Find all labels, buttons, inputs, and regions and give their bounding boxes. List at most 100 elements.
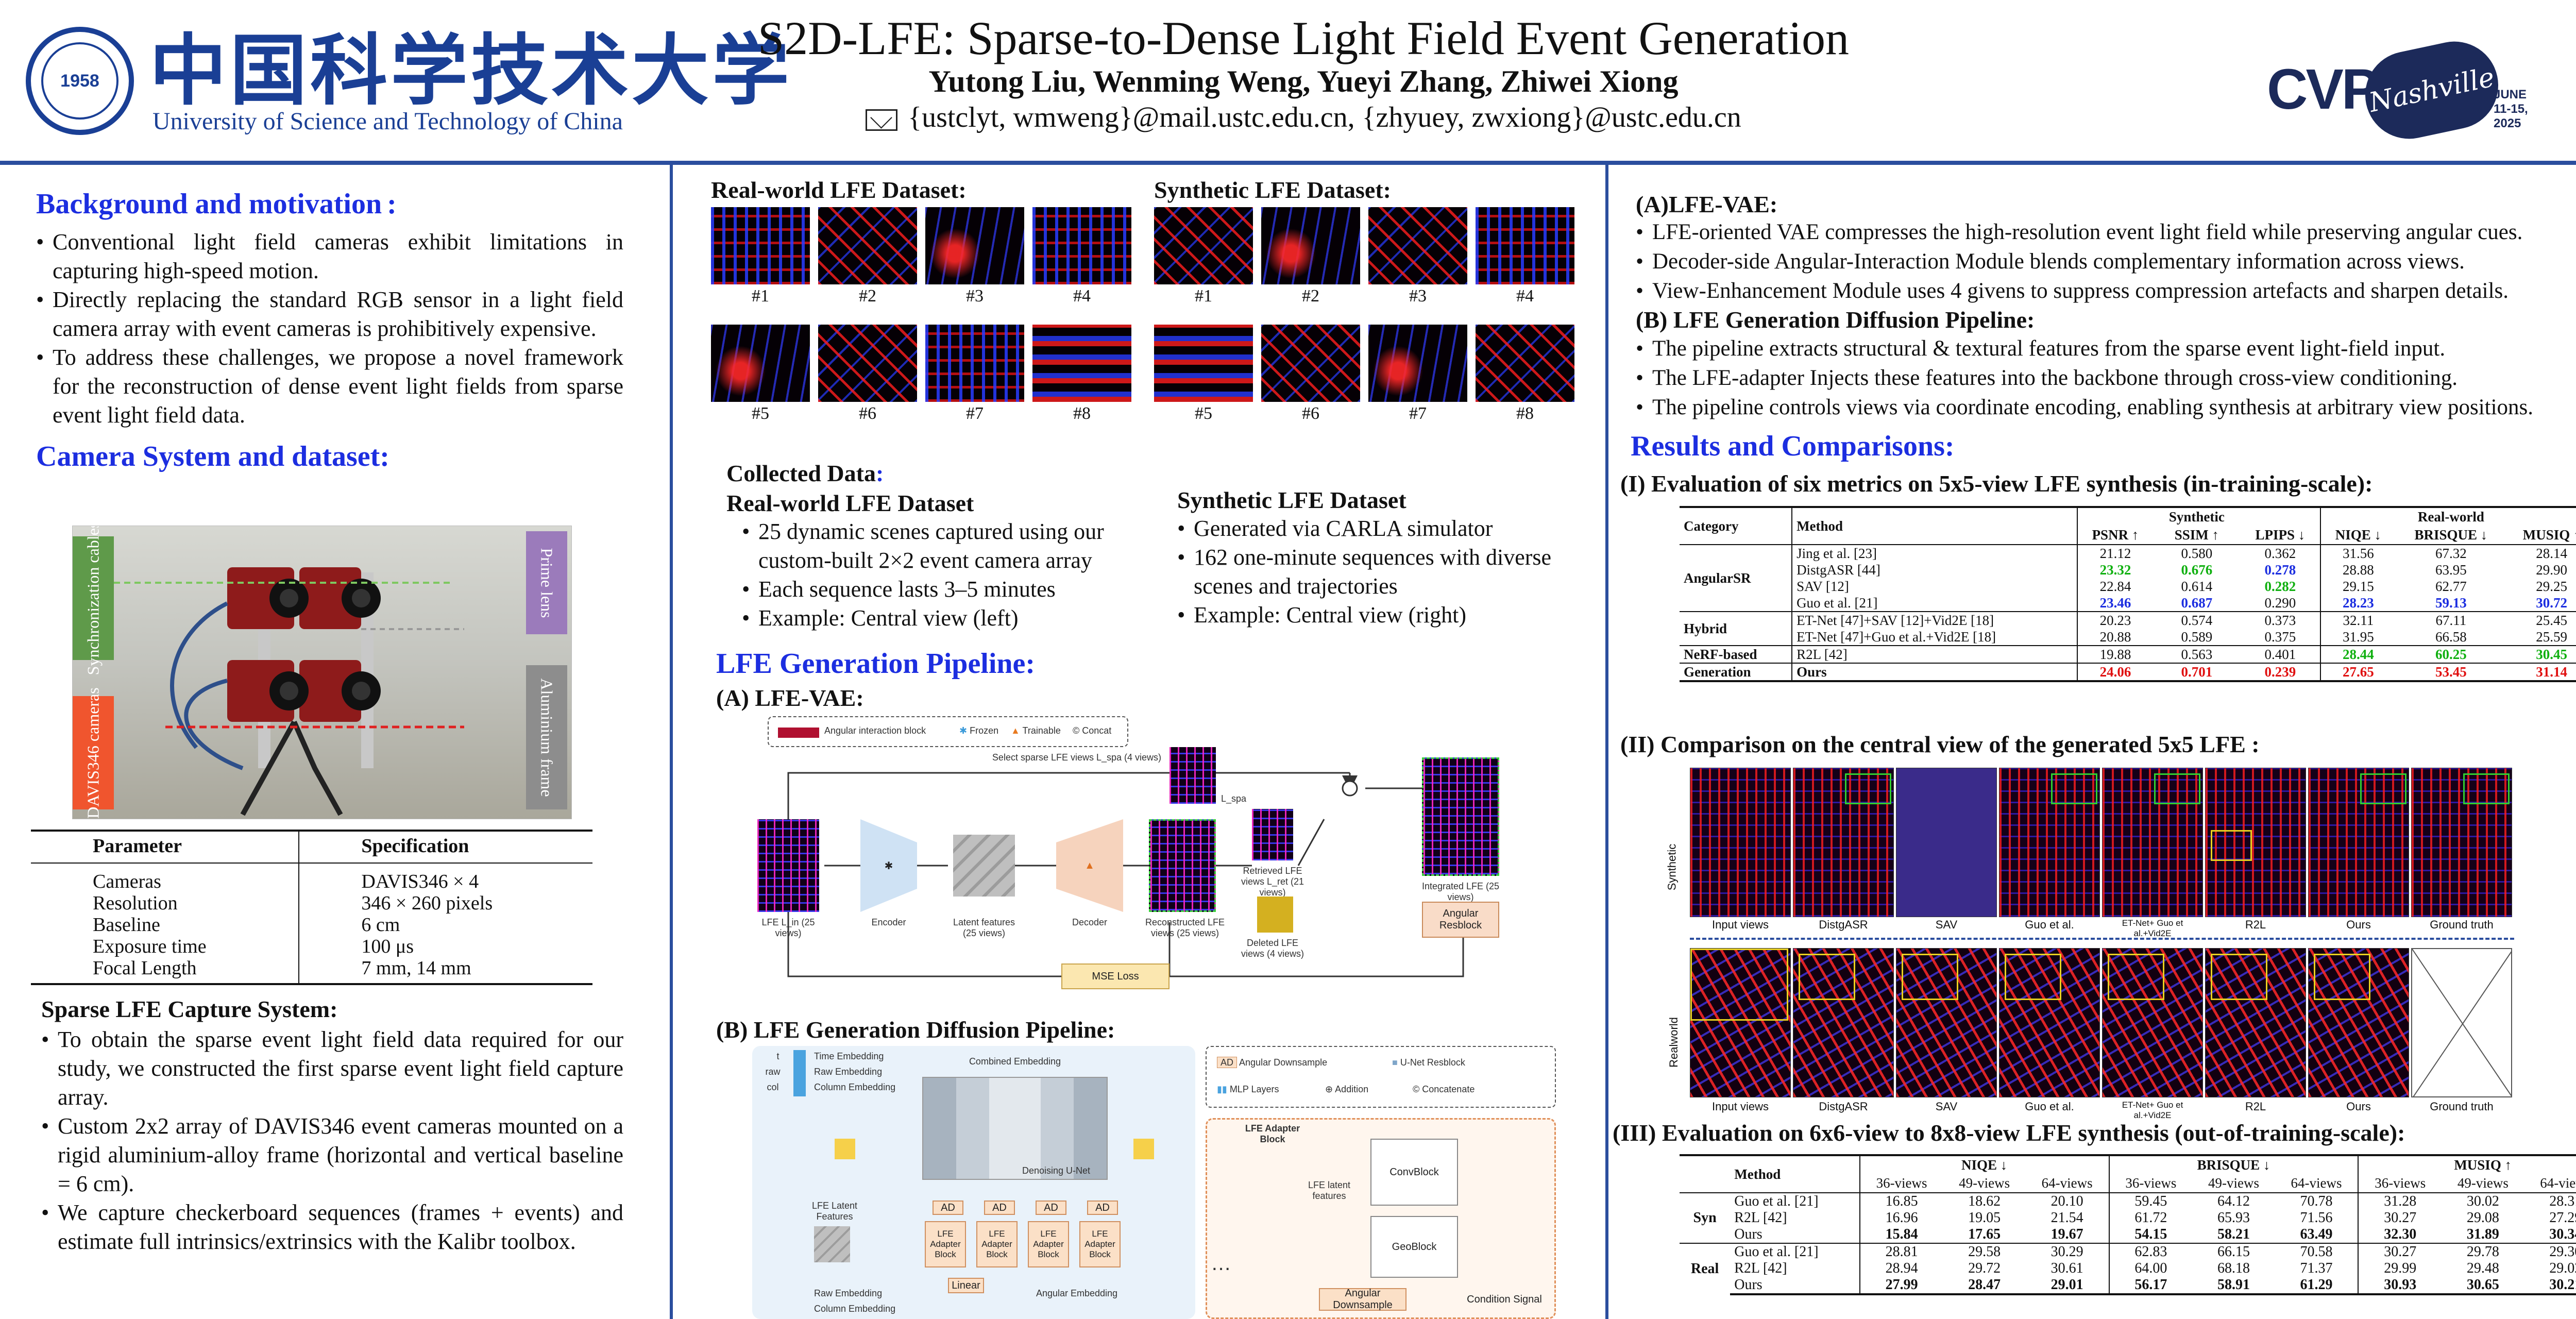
poster-emails: {ustclyt, wmweng}@mail.ustc.edu.cn, {zhy… (567, 101, 2040, 134)
thumb-label: #2 (1302, 286, 1319, 306)
syn-thumb-4 (1476, 207, 1574, 284)
thumb-label: #3 (1409, 286, 1427, 306)
column-emb-label: Column Embedding (814, 1082, 896, 1092)
thumb-label: #1 (1195, 286, 1212, 306)
thumb-label: #1 (752, 286, 769, 306)
real-thumb-3 (925, 207, 1024, 284)
lfe-latent-label: LFE latent features (1308, 1180, 1351, 1201)
vis-label: Input views (1711, 918, 1769, 931)
figure2-title: (II) Comparison on the central view of t… (1620, 731, 2260, 757)
legend-add: ⊕ Addition (1325, 1084, 1369, 1094)
real-sav (1896, 948, 1997, 1097)
condition-signal: Condition Signal (1467, 1293, 1542, 1305)
table3-title: (III) Evaluation on 6x6-view to 8x8-view… (1613, 1120, 2405, 1146)
thumb-label: #5 (1195, 404, 1212, 423)
vis-label: ET-Net+ Guo et al.+Vid2E (2122, 1100, 2183, 1120)
thumb-label: #5 (752, 404, 769, 423)
retrieved-label: Retrieved LFE views L_ret (21 views) (1241, 866, 1304, 898)
poster-header: 1958 中国科学技术大学 University of Science and … (0, 0, 2576, 165)
table-row: Guo et al. [21] 23.46 0.687 0.290 28.23 59.… (1680, 595, 2576, 612)
thumb-label: #7 (966, 404, 984, 423)
list-item: The pipeline extracts structural & textu… (1636, 334, 2576, 363)
latent-cube (814, 1226, 850, 1262)
noisy-latent-in (835, 1139, 855, 1159)
list-item: 25 dynamic scenes captured using our cus… (742, 517, 1133, 575)
row-separator (1690, 938, 2514, 940)
poster-title: S2D-LFE: Sparse-to-Dense Light Field Eve… (757, 12, 1850, 64)
list-item: 162 one-minute sequences with diverse sc… (1177, 543, 1579, 601)
table-header: Specification (298, 830, 592, 864)
sparse-views-img (1170, 747, 1216, 804)
syn-data-list: Generated via CARLA simulator 162 one-mi… (1177, 514, 1579, 630)
table-row: Cameras DAVIS346 × 4 (31, 863, 592, 892)
table-row: NeRF-based R2L [42] 19.88 0.563 0.401 28.4… (1680, 645, 2576, 663)
latent-features-cube (953, 835, 1015, 897)
denoised-latent-out (1133, 1139, 1154, 1159)
legend-label: Angular interaction block (824, 725, 926, 736)
real-dataset-title: Real-world LFE Dataset: (711, 177, 967, 203)
syn-guo (1999, 768, 2100, 917)
vis-label: DistgASR (1819, 1100, 1868, 1113)
decoder-label: Decoder (1072, 917, 1108, 927)
cvpr-dates: JUNE 11-15, 2025 (2494, 88, 2528, 130)
list-item: LFE-oriented VAE compresses the high-res… (1636, 217, 2576, 247)
vis-label: SAV (1935, 1100, 1958, 1113)
list-item: The pipeline controls views via coordina… (1636, 393, 2576, 422)
real-etnet (2102, 948, 2203, 1097)
vis-label: Ground truth (2430, 1100, 2494, 1113)
davis-cameras-tag: DAVIS346 cameras (73, 687, 114, 818)
thumb-label: #4 (1516, 286, 1534, 306)
table-group-header: Real-world (2395, 506, 2507, 526)
table-group-header: Synthetic (2153, 506, 2241, 526)
collected-title: Collected Data: (726, 460, 884, 486)
combined-emb-label: Combined Embedding (969, 1056, 1061, 1067)
list-item: Example: Central view (left) (742, 604, 1133, 633)
ad-block: AD (1087, 1200, 1118, 1215)
table-header: MUSIQ ↑ (2506, 526, 2576, 545)
conv-block: ConvBlock (1370, 1139, 1458, 1206)
table-header: 64-views (2275, 1174, 2359, 1193)
table-group-header: MUSIQ ↑ (2358, 1154, 2576, 1174)
list-item: Generated via CARLA simulator (1177, 514, 1579, 543)
table-row: SAV [12] 22.84 0.614 0.282 29.15 62.77 29.25 (1680, 578, 2576, 595)
aib-swatch (778, 728, 819, 738)
table-header: 36-views (2358, 1174, 2442, 1193)
table-header: 49-views (1943, 1174, 2026, 1193)
table-header: Method (1730, 1154, 1860, 1193)
vis-label: Ours (2346, 918, 2371, 931)
l-spa-label: L_spa (1221, 793, 1247, 804)
real-ours (2308, 948, 2409, 1097)
table-row: Baseline 6 cm (31, 914, 592, 936)
vis-label: R2L (2245, 1100, 2266, 1113)
table-header: 36-views (2108, 1174, 2193, 1193)
raw-emb-label: Raw Embedding (814, 1067, 883, 1077)
real-thumb-4 (1032, 207, 1131, 284)
syn-distgasr (1793, 768, 1894, 917)
list-item: Each sequence lasts 3–5 minutes (742, 575, 1133, 604)
real-guo (1999, 948, 2100, 1097)
table-header: 49-views (2192, 1174, 2275, 1193)
vae-diagram: Angular interaction block ✱ Frozen ▲ Tra… (757, 716, 1561, 1010)
vis-label: Input views (1711, 1100, 1769, 1113)
retrieved-views-img (1252, 809, 1293, 860)
angular-resblock: Angular Resblock (1422, 902, 1499, 938)
ellipsis: … (1211, 1252, 1231, 1275)
table-row: Hybrid ET-Net [47]+SAV [12]+Vid2E [18] 2… (1680, 611, 2576, 646)
background-title: Background and motivation: (36, 188, 397, 220)
vis-label: Guo et al. (2025, 918, 2074, 931)
syn-etnet (2102, 768, 2203, 917)
syn-thumb-3 (1368, 207, 1467, 284)
syn-thumb-2 (1261, 207, 1360, 284)
table-header: Category (1680, 506, 1792, 545)
real-thumb-2 (818, 207, 917, 284)
table-header: Parameter (31, 830, 299, 864)
vis-label: ET-Net+ Guo et al.+Vid2E (2122, 918, 2183, 938)
legend-frozen: ✱ Frozen (959, 725, 999, 736)
table-header: 64-views (2524, 1174, 2576, 1193)
table-row: DistgASR [44] 23.32 0.676 0.278 28.88 63.95… (1680, 562, 2576, 578)
vis-label: R2L (2245, 918, 2266, 931)
deleted-label: Deleted LFE views (4 views) (1241, 938, 1304, 959)
table-row: Resolution 346 × 260 pixels (31, 892, 592, 914)
table-row: Real Guo et al. [21] 28.81 29.58 30.29 62.… (1680, 1243, 2576, 1294)
geo-block: GeoBlock (1370, 1216, 1458, 1278)
